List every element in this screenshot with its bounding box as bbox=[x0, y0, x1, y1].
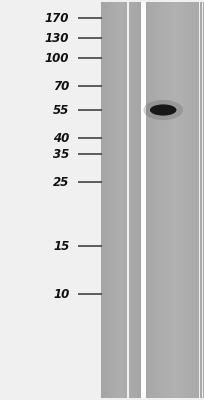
Bar bbox=[128, 2, 129, 398]
Text: 170: 170 bbox=[45, 12, 69, 24]
Bar bbox=[152, 2, 153, 398]
Bar bbox=[156, 2, 158, 398]
Bar bbox=[108, 2, 109, 398]
Bar bbox=[170, 2, 171, 398]
Bar bbox=[173, 2, 174, 398]
Text: 25: 25 bbox=[53, 176, 69, 188]
Bar bbox=[176, 2, 177, 398]
Bar bbox=[103, 2, 104, 398]
Text: 70: 70 bbox=[53, 80, 69, 92]
Bar bbox=[116, 2, 117, 398]
Bar bbox=[153, 2, 155, 398]
Bar bbox=[141, 2, 146, 398]
Bar bbox=[168, 2, 170, 398]
Bar bbox=[136, 2, 137, 398]
Bar bbox=[101, 2, 102, 398]
Bar bbox=[164, 2, 165, 398]
Bar bbox=[198, 2, 200, 398]
Bar bbox=[120, 2, 121, 398]
Text: 35: 35 bbox=[53, 148, 69, 160]
Bar bbox=[122, 2, 123, 398]
Bar bbox=[162, 2, 164, 398]
Text: 15: 15 bbox=[53, 240, 69, 252]
Bar bbox=[194, 2, 195, 398]
Bar bbox=[203, 2, 204, 398]
Bar bbox=[188, 2, 189, 398]
Bar bbox=[139, 2, 140, 398]
Bar bbox=[111, 2, 112, 398]
Bar bbox=[110, 2, 111, 398]
Bar bbox=[119, 2, 120, 398]
Bar bbox=[137, 2, 138, 398]
Bar bbox=[123, 2, 124, 398]
Bar bbox=[191, 2, 192, 398]
Bar bbox=[125, 2, 126, 398]
Bar bbox=[155, 2, 156, 398]
Bar bbox=[185, 2, 186, 398]
Bar bbox=[132, 2, 133, 398]
Bar bbox=[192, 2, 194, 398]
Bar bbox=[115, 2, 116, 398]
Bar bbox=[201, 2, 203, 398]
Bar bbox=[159, 2, 161, 398]
Ellipse shape bbox=[143, 100, 183, 120]
Bar bbox=[117, 2, 118, 398]
Text: 100: 100 bbox=[45, 52, 69, 64]
Bar bbox=[106, 2, 107, 398]
Bar bbox=[165, 2, 167, 398]
Bar bbox=[186, 2, 187, 398]
Bar bbox=[161, 2, 162, 398]
Bar bbox=[189, 2, 191, 398]
Bar bbox=[118, 2, 119, 398]
Bar bbox=[114, 2, 115, 398]
Text: 55: 55 bbox=[53, 104, 69, 116]
Bar bbox=[113, 2, 114, 398]
Bar bbox=[107, 2, 108, 398]
Bar bbox=[174, 2, 176, 398]
Ellipse shape bbox=[150, 104, 176, 116]
Bar bbox=[141, 2, 142, 398]
Bar bbox=[129, 2, 130, 398]
Bar bbox=[140, 2, 141, 398]
Bar bbox=[133, 2, 134, 398]
Bar bbox=[130, 2, 131, 398]
Bar bbox=[112, 2, 113, 398]
Bar bbox=[177, 2, 179, 398]
Bar bbox=[182, 2, 183, 398]
Text: 130: 130 bbox=[45, 32, 69, 44]
Bar bbox=[109, 2, 110, 398]
Bar bbox=[171, 2, 173, 398]
Bar bbox=[167, 2, 168, 398]
Bar bbox=[126, 2, 128, 398]
Bar bbox=[183, 2, 185, 398]
Bar bbox=[131, 2, 132, 398]
Bar bbox=[150, 2, 152, 398]
Bar bbox=[158, 2, 159, 398]
Bar bbox=[134, 2, 135, 398]
Bar bbox=[149, 2, 150, 398]
Bar bbox=[147, 2, 149, 398]
Bar bbox=[146, 2, 147, 398]
Text: 40: 40 bbox=[53, 132, 69, 144]
Bar bbox=[180, 2, 182, 398]
Bar bbox=[135, 2, 136, 398]
Bar bbox=[138, 2, 139, 398]
Bar bbox=[124, 2, 125, 398]
Bar bbox=[195, 2, 196, 398]
Bar bbox=[121, 2, 122, 398]
Bar bbox=[200, 2, 201, 398]
Bar bbox=[104, 2, 105, 398]
Bar bbox=[102, 2, 103, 398]
Text: 10: 10 bbox=[53, 288, 69, 300]
Bar bbox=[196, 2, 198, 398]
Bar bbox=[105, 2, 106, 398]
Bar bbox=[179, 2, 180, 398]
